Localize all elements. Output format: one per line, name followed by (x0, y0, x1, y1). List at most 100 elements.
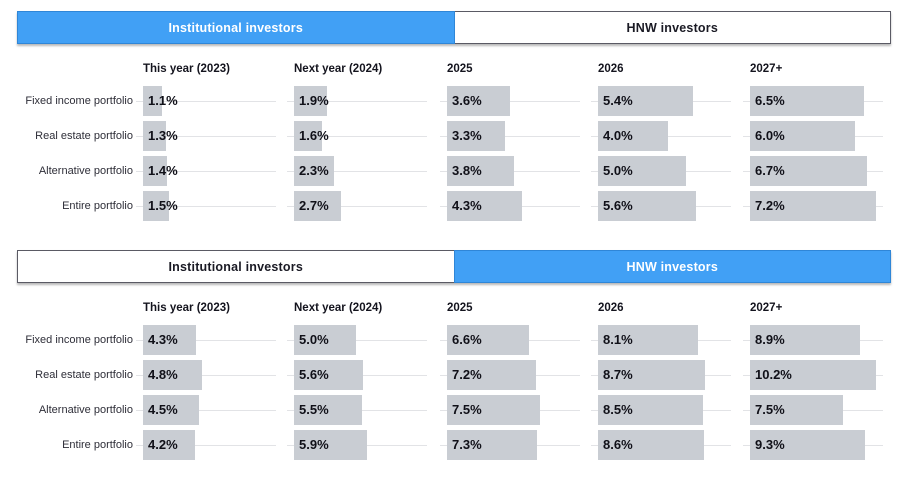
data-cell: 1.5% (136, 191, 294, 221)
value-label: 10.2% (755, 367, 792, 382)
value-label: 7.3% (452, 437, 482, 452)
value-label: 4.8% (148, 367, 178, 382)
data-cell: 5.6% (287, 360, 445, 390)
track-line (287, 171, 427, 172)
institutional-investors-panel: Institutional investors HNW investors This… (0, 0, 904, 239)
value-bar (143, 191, 169, 221)
value-bar (598, 121, 668, 151)
data-cell: 2.3% (287, 156, 445, 186)
column-header-2025: 2025 (447, 302, 473, 314)
track-line (136, 445, 276, 446)
row-label-fixed-income-portfolio: Fixed income portfolio (25, 334, 133, 346)
column-header-this-year-2023: This year (2023) (143, 302, 230, 314)
tab-institutional-investors[interactable]: Institutional investors (17, 250, 455, 283)
value-label: 4.5% (148, 402, 178, 417)
value-label: 8.5% (603, 402, 633, 417)
data-cell: 7.2% (440, 360, 598, 390)
data-cell: 7.3% (440, 430, 598, 460)
tab-label: Institutional investors (168, 20, 303, 35)
row-label-real-estate-portfolio: Real estate portfolio (35, 130, 133, 142)
value-label: 3.3% (452, 128, 482, 143)
value-label: 4.3% (148, 332, 178, 347)
data-cell: 6.0% (743, 121, 901, 151)
tab-bar: Institutional investors HNW investors (17, 250, 891, 283)
row-label-fixed-income-portfolio: Fixed income portfolio (25, 95, 133, 107)
track-line (136, 101, 276, 102)
value-label: 7.5% (452, 402, 482, 417)
value-label: 7.5% (755, 402, 785, 417)
value-label: 5.0% (299, 332, 329, 347)
value-label: 9.3% (755, 437, 785, 452)
data-cell: 10.2% (743, 360, 901, 390)
tab-label: HNW investors (626, 259, 718, 274)
value-bar (294, 395, 362, 425)
tab-institutional-investors[interactable]: Institutional investors (17, 11, 455, 44)
value-bar (143, 121, 166, 151)
data-cell: 4.5% (136, 395, 294, 425)
data-cell: 6.5% (743, 86, 901, 116)
column-header-2025: 2025 (447, 63, 473, 75)
value-bar (143, 360, 202, 390)
track-line (136, 410, 276, 411)
data-cell: 3.3% (440, 121, 598, 151)
value-label: 4.0% (603, 128, 633, 143)
value-bar (598, 191, 696, 221)
value-bar (447, 156, 514, 186)
value-label: 8.9% (755, 332, 785, 347)
track-line (136, 136, 276, 137)
value-label: 8.7% (603, 367, 633, 382)
value-bar (750, 86, 864, 116)
value-bar (294, 430, 367, 460)
data-cell: 1.1% (136, 86, 294, 116)
data-cell: 4.3% (440, 191, 598, 221)
data-cell: 8.6% (591, 430, 749, 460)
value-label: 5.5% (299, 402, 329, 417)
value-label: 2.3% (299, 163, 329, 178)
value-label: 5.6% (299, 367, 329, 382)
hnw-investors-panel: Institutional investors HNW investors This… (0, 239, 904, 478)
column-header-next-year-2024: Next year (2024) (294, 302, 383, 314)
data-cell: 3.8% (440, 156, 598, 186)
data-cell: 5.0% (287, 325, 445, 355)
value-bar (294, 360, 363, 390)
row-label-alternative-portfolio: Alternative portfolio (38, 165, 133, 177)
data-cell: 5.6% (591, 191, 749, 221)
value-label: 1.1% (148, 93, 178, 108)
tab-label: HNW investors (626, 20, 718, 35)
data-cell: 9.3% (743, 430, 901, 460)
value-bar (598, 360, 705, 390)
value-label: 7.2% (755, 198, 785, 213)
data-cell: 7.5% (440, 395, 598, 425)
value-bar (598, 395, 703, 425)
value-label: 4.2% (148, 437, 178, 452)
value-label: 3.8% (452, 163, 482, 178)
value-label: 2.7% (299, 198, 329, 213)
value-bar (143, 156, 167, 186)
value-label: 1.3% (148, 128, 178, 143)
value-label: 4.3% (452, 198, 482, 213)
column-header-2026: 2026 (598, 63, 624, 75)
value-bar (447, 325, 529, 355)
track-line (440, 136, 580, 137)
value-label: 7.2% (452, 367, 482, 382)
value-bar (447, 360, 536, 390)
track-line (287, 101, 427, 102)
value-label: 6.7% (755, 163, 785, 178)
value-bar (598, 325, 698, 355)
tab-hnw-investors[interactable]: HNW investors (453, 250, 891, 283)
value-label: 5.4% (603, 93, 633, 108)
value-label: 6.0% (755, 128, 785, 143)
value-bar (447, 121, 505, 151)
data-cell: 6.7% (743, 156, 901, 186)
data-cell: 7.5% (743, 395, 901, 425)
tab-bar: Institutional investors HNW investors (17, 11, 891, 44)
value-bar (750, 121, 855, 151)
value-bar (447, 395, 540, 425)
value-label: 5.6% (603, 198, 633, 213)
data-cell: 8.5% (591, 395, 749, 425)
value-bar (294, 191, 341, 221)
column-header-2027: 2027+ (750, 302, 783, 314)
data-cell: 4.2% (136, 430, 294, 460)
data-cell: 6.6% (440, 325, 598, 355)
tab-hnw-investors[interactable]: HNW investors (453, 11, 891, 44)
